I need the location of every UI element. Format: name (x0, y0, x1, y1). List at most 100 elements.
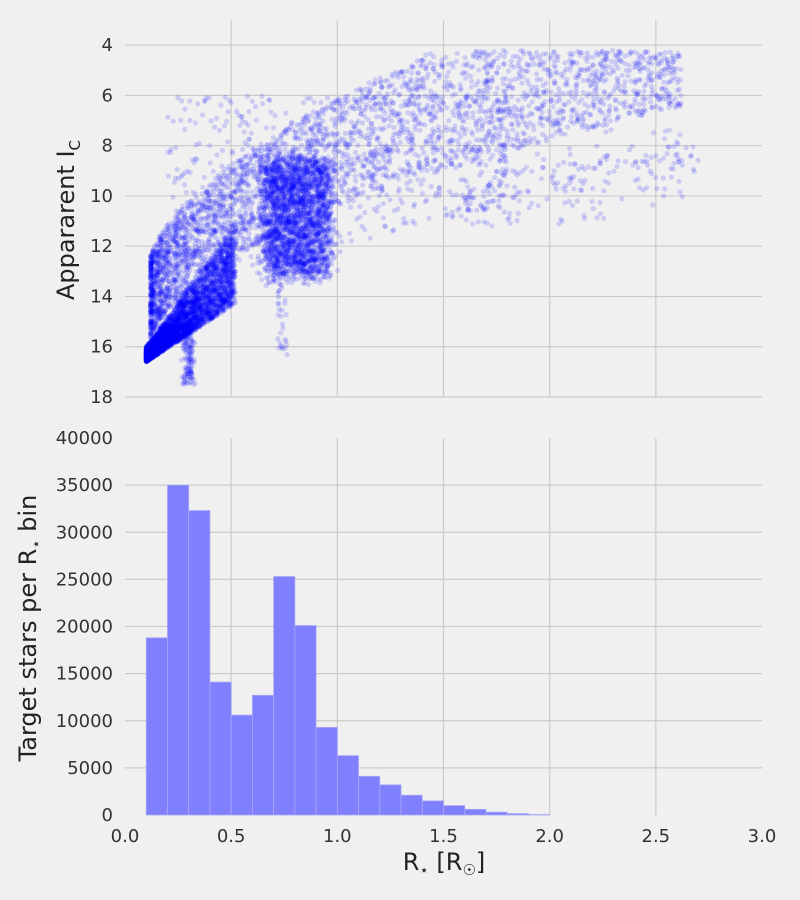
scatter-point (187, 317, 193, 323)
scatter-point (211, 307, 217, 313)
scatter-point (229, 229, 235, 235)
scatter-point (171, 326, 177, 333)
scatter-point (148, 345, 154, 352)
scatter-point (145, 356, 151, 362)
scatter-point (190, 301, 196, 307)
scatter-point (190, 279, 196, 285)
scatter-point (183, 310, 190, 316)
scatter-point (205, 286, 211, 293)
scatter-point (188, 299, 194, 305)
scatter-point (182, 300, 188, 306)
scatter-grid (125, 20, 762, 398)
scatter-point (154, 334, 160, 340)
scatter-point (183, 302, 189, 308)
scatter-point (160, 347, 166, 353)
scatter-point (194, 289, 200, 295)
scatter-point (186, 331, 192, 337)
scatter-point (166, 330, 172, 336)
scatter-point (164, 335, 170, 341)
scatter-point (144, 348, 150, 354)
scatter-point (182, 313, 188, 319)
scatter-point (178, 301, 185, 307)
scatter-point (182, 309, 188, 315)
scatter-point (176, 301, 182, 307)
scatter-point (179, 332, 185, 338)
scatter-point (188, 306, 194, 312)
scatter-point (195, 318, 201, 325)
scatter-point (188, 318, 194, 324)
scatter-point (230, 281, 236, 287)
scatter-point (147, 354, 153, 360)
scatter-point (182, 324, 188, 330)
scatter-point (223, 291, 230, 297)
scatter-point (143, 357, 150, 363)
scatter-point (150, 344, 156, 350)
scatter-point (148, 354, 155, 360)
scatter-point (190, 308, 196, 314)
scatter-point (153, 341, 159, 347)
scatter-point (208, 300, 214, 306)
scatter-point (144, 346, 151, 352)
scatter-point (180, 328, 186, 335)
scatter-point (146, 347, 152, 353)
scatter-point (225, 293, 231, 299)
scatter-point (166, 314, 172, 320)
scatter-point (227, 265, 233, 271)
scatter-point (204, 309, 210, 315)
scatter-point (187, 294, 193, 300)
scatter-point (191, 315, 197, 321)
scatter-point (143, 353, 149, 360)
scatter-point (167, 312, 174, 318)
scatter-point (191, 323, 197, 329)
scatter-point (158, 329, 164, 335)
scatter-point (164, 332, 170, 338)
scatter-point (218, 272, 224, 279)
scatter-point (163, 333, 169, 339)
scatter-point (205, 309, 211, 315)
scatter-point (172, 330, 179, 336)
scatter-point (219, 249, 225, 255)
scatter-point (200, 284, 206, 290)
scatter-point (164, 341, 170, 347)
scatter-point (220, 295, 226, 301)
scatter-point (170, 327, 176, 334)
scatter-point (208, 295, 214, 301)
scatter-point (162, 335, 168, 341)
scatter-point (143, 351, 149, 357)
scatter-point (153, 349, 159, 355)
scatter-point (145, 355, 151, 361)
scatter-point (155, 347, 161, 354)
scatter-point (184, 322, 190, 328)
scatter-point (206, 298, 212, 304)
scatter-point (219, 288, 225, 294)
scatter-point (206, 283, 212, 290)
scatter-point (168, 328, 174, 334)
scatter-point (204, 310, 210, 316)
scatter-point (155, 336, 161, 342)
scatter-point (162, 327, 168, 333)
scatter-points (143, 47, 701, 387)
scatter-point (176, 298, 182, 304)
scatter-point (181, 295, 187, 301)
scatter-point (167, 328, 173, 334)
scatter-point (150, 344, 156, 350)
scatter-point (206, 310, 212, 316)
scatter-point (147, 350, 153, 356)
scatter-point (151, 352, 157, 358)
scatter-point (146, 351, 152, 357)
scatter-point (176, 333, 182, 339)
scatter-point (154, 337, 160, 343)
scatter-point (149, 337, 155, 343)
scatter-point (224, 250, 230, 256)
scatter-point (190, 326, 196, 332)
scatter-point (153, 344, 159, 350)
scatter-point (200, 316, 206, 322)
scatter-point (160, 347, 166, 353)
scatter-point (157, 346, 163, 352)
scatter-point (156, 350, 162, 356)
scatter-point (217, 290, 223, 296)
scatter-point (169, 324, 175, 330)
scatter-point (175, 323, 181, 329)
scatter-point (181, 319, 187, 325)
scatter-point (148, 341, 154, 347)
